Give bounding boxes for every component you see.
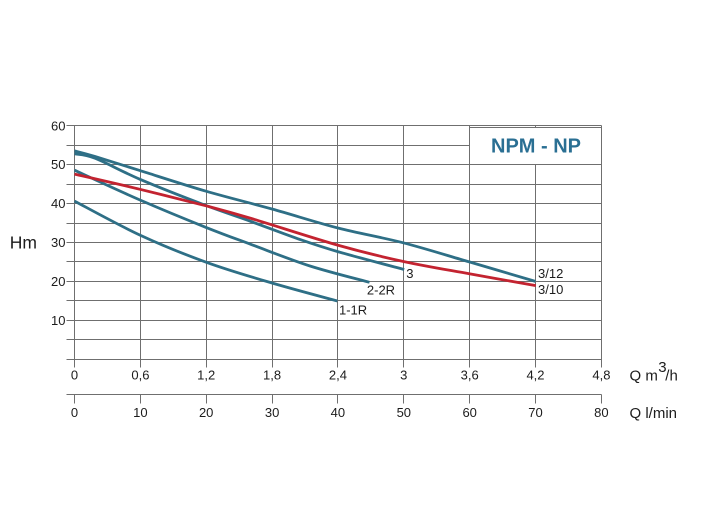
svg-text:2,4: 2,4	[329, 368, 347, 383]
svg-text:3/12: 3/12	[538, 266, 563, 281]
svg-text:/h: /h	[665, 368, 678, 385]
svg-text:3: 3	[400, 368, 407, 383]
svg-text:20: 20	[51, 274, 65, 289]
svg-text:3/10: 3/10	[538, 282, 563, 297]
svg-text:70: 70	[528, 405, 542, 420]
svg-text:40: 40	[331, 405, 345, 420]
svg-text:4,2: 4,2	[526, 368, 544, 383]
svg-text:3: 3	[406, 266, 413, 281]
svg-text:10: 10	[133, 405, 147, 420]
svg-text:50: 50	[51, 157, 65, 172]
svg-text:1-1R: 1-1R	[339, 302, 367, 317]
svg-text:2-2R: 2-2R	[367, 283, 395, 298]
svg-text:0: 0	[71, 368, 78, 383]
svg-text:60: 60	[51, 118, 65, 133]
svg-text:Q m: Q m	[630, 368, 658, 385]
svg-text:1,2: 1,2	[197, 368, 215, 383]
svg-text:10: 10	[51, 313, 65, 328]
svg-text:Q l/min: Q l/min	[630, 405, 678, 422]
svg-text:1,8: 1,8	[263, 368, 281, 383]
svg-text:NPM - NP: NPM - NP	[491, 135, 581, 157]
svg-text:3: 3	[658, 359, 666, 376]
svg-text:3,6: 3,6	[461, 368, 479, 383]
svg-text:Hm: Hm	[10, 232, 37, 252]
svg-text:0: 0	[71, 405, 78, 420]
svg-text:60: 60	[462, 405, 476, 420]
svg-text:50: 50	[397, 405, 411, 420]
svg-text:30: 30	[265, 405, 279, 420]
svg-text:4,8: 4,8	[592, 368, 610, 383]
svg-text:80: 80	[594, 405, 608, 420]
svg-text:0,6: 0,6	[131, 368, 149, 383]
svg-text:20: 20	[199, 405, 213, 420]
svg-text:40: 40	[51, 196, 65, 211]
svg-text:30: 30	[51, 235, 65, 250]
